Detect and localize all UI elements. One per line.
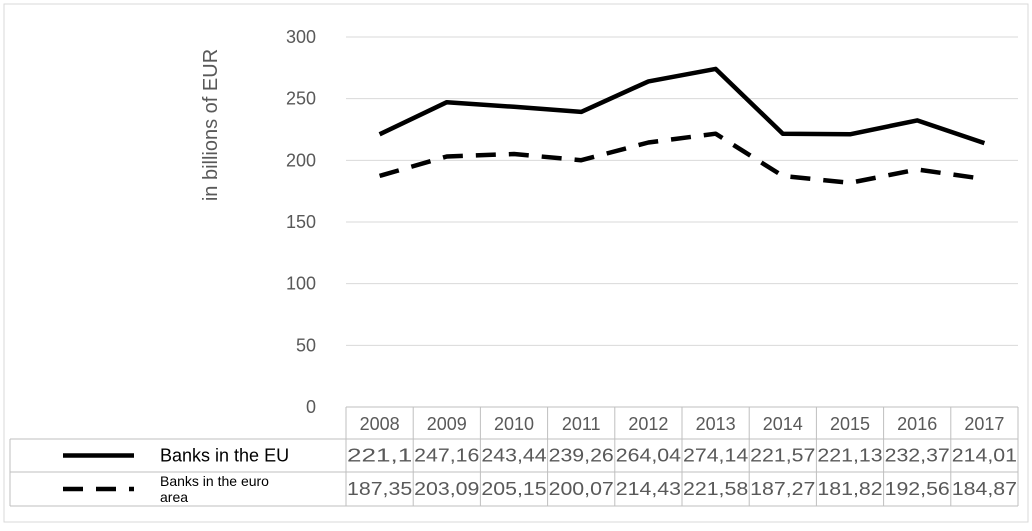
x-tick-label: 2014 <box>763 414 803 434</box>
data-label: 274,14 <box>683 446 748 466</box>
x-tick-label: 2011 <box>562 414 601 434</box>
y-tick-label: 100 <box>286 274 316 294</box>
x-tick-label: 2010 <box>494 414 534 434</box>
x-tick-label: 2015 <box>830 414 870 434</box>
data-label: 214,01 <box>952 446 1017 466</box>
y-tick-label: 0 <box>306 397 316 417</box>
data-label: 200,07 <box>549 479 614 499</box>
data-table: 2008 2009 2010 2011 2012 2013 2014 2015 2016 2017… <box>9 406 1019 507</box>
x-tick-label: 2012 <box>628 414 668 434</box>
data-label: 181,82 <box>817 479 882 499</box>
x-tick-label: 2016 <box>897 414 937 434</box>
data-label: 221,57 <box>750 446 815 466</box>
data-label: 214,43 <box>616 479 681 499</box>
y-tick-label: 250 <box>286 89 316 109</box>
y-tick-label: 300 <box>286 27 316 47</box>
y-axis-ticks: 0 50 100 150 200 250 300 <box>286 27 316 417</box>
data-label: 243,44 <box>481 446 546 466</box>
data-label: 264,04 <box>616 446 681 466</box>
data-label: 205,15 <box>481 479 546 499</box>
series-line-2 <box>378 131 985 186</box>
y-axis-label: in billions of EUR <box>200 49 222 201</box>
data-label: 187,27 <box>750 479 815 499</box>
chart-border <box>3 3 1029 523</box>
data-label: 192,56 <box>885 479 950 499</box>
data-label: 247,16 <box>414 446 479 466</box>
x-tick-label: 2008 <box>360 414 400 434</box>
x-tick-label: 2009 <box>427 414 467 434</box>
y-tick-label: 150 <box>286 212 316 232</box>
legend-label-2: Banks in the euro area <box>160 473 269 505</box>
data-label: 221,58 <box>683 479 748 499</box>
legend-label-1: Banks in the EU <box>160 446 289 466</box>
x-tick-label: 2017 <box>964 414 1004 434</box>
series-line-1 <box>378 66 986 146</box>
y-tick-label: 50 <box>296 335 316 355</box>
data-label: 184,87 <box>952 479 1017 499</box>
x-tick-label: 2013 <box>696 414 736 434</box>
gridlines <box>346 36 1018 346</box>
data-label: 221,1 <box>347 446 412 466</box>
data-label: 239,26 <box>549 446 614 466</box>
y-tick-label: 200 <box>286 150 316 170</box>
data-label: 232,37 <box>885 446 950 466</box>
series-lines <box>378 66 986 186</box>
data-label: 203,09 <box>414 479 479 499</box>
data-label: 221,13 <box>817 446 882 466</box>
data-label: 187,35 <box>347 479 412 499</box>
